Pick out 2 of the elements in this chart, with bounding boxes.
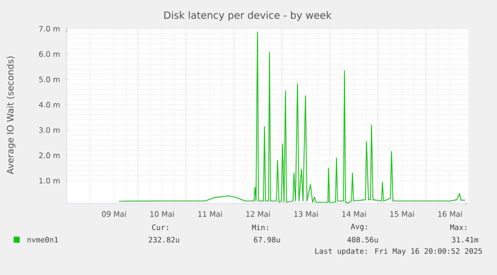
chart-title: Disk latency per device - by week — [164, 11, 332, 21]
y-axis-title: Average IO Wait (seconds) — [6, 56, 16, 174]
